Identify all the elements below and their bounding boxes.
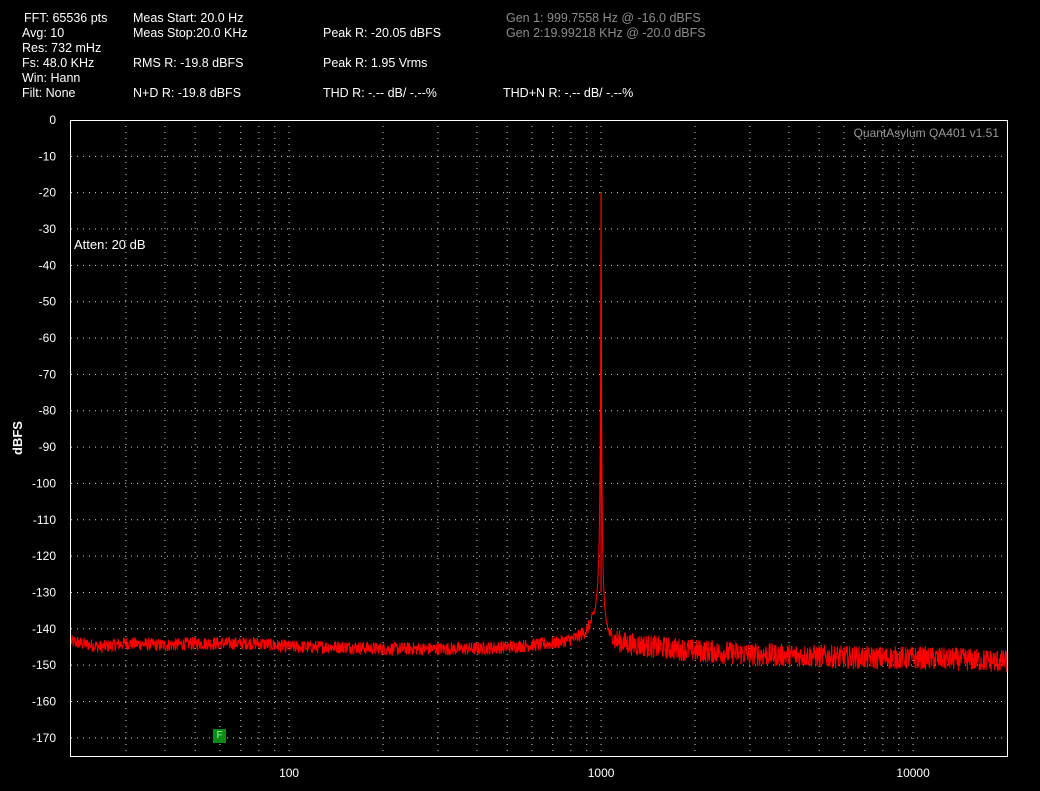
y-tick-label: -30 xyxy=(39,222,57,236)
filter-type: Filt: None xyxy=(22,86,76,100)
y-tick-label: -70 xyxy=(39,367,57,381)
y-tick-label: -130 xyxy=(32,585,56,599)
y-tick-label: -160 xyxy=(32,694,56,708)
tick-layer: 0 -10 -20 -30 -40 -50 -60 -70 -80 -90 -100 -110 -120… xyxy=(32,113,930,780)
grid-layer xyxy=(71,120,1007,756)
sample-rate: Fs: 48.0 KHz xyxy=(22,56,95,70)
y-tick-label: -170 xyxy=(32,731,56,745)
y-tick-label: -40 xyxy=(39,258,57,272)
x-tick-label: 10000 xyxy=(896,766,930,780)
generator-1: Gen 1: 999.7558 Hz @ -16.0 dBFS xyxy=(506,11,701,25)
y-axis-label: dBFS xyxy=(10,421,25,455)
thdn-readout: THD+N R: -.-- dB/ -.--% xyxy=(503,86,634,100)
spectrum-trace xyxy=(70,242,1008,673)
generator-2: Gen 2:19.99218 KHz @ -20.0 dBFS xyxy=(506,26,706,40)
y-tick-label: -150 xyxy=(32,658,56,672)
y-tick-label: -90 xyxy=(39,440,57,454)
y-tick-label: -20 xyxy=(39,186,57,200)
x-tick-label: 100 xyxy=(279,766,299,780)
y-tick-label: -60 xyxy=(39,331,57,345)
y-tick-label: 0 xyxy=(49,113,56,127)
x-tick-label: 1000 xyxy=(588,766,615,780)
marker-f[interactable]: F xyxy=(213,729,226,743)
y-tick-label: -110 xyxy=(33,513,56,527)
rms-readout: RMS R: -19.8 dBFS xyxy=(133,56,244,70)
y-tick-label: -10 xyxy=(39,149,57,163)
plot-frame xyxy=(70,120,1008,757)
y-tick-label: -100 xyxy=(32,476,56,490)
window-type: Win: Hann xyxy=(22,71,81,85)
y-tick-label: -50 xyxy=(39,295,57,309)
avg-count: Avg: 10 xyxy=(22,26,65,40)
y-tick-label: -120 xyxy=(32,549,56,563)
resolution: Res: 732 mHz xyxy=(22,41,102,55)
y-tick-label: -80 xyxy=(39,404,57,418)
thd-readout: THD R: -.-- dB/ -.--% xyxy=(323,86,437,100)
peak-dbfs-readout: Peak R: -20.05 dBFS xyxy=(323,26,442,40)
attenuation-label: Atten: 20 dB xyxy=(74,237,146,252)
fft-size: FFT: 65536 pts xyxy=(24,11,108,25)
peak-vrms-readout: Peak R: 1.95 Vrms xyxy=(323,56,428,70)
trace-layer xyxy=(70,192,1008,673)
meas-start: Meas Start: 20.0 Hz xyxy=(133,11,244,25)
y-tick-label: -140 xyxy=(32,622,56,636)
noise-distortion-readout: N+D R: -19.8 dBFS xyxy=(133,86,242,100)
watermark: QuantAsylum QA401 v1.51 xyxy=(854,126,1000,140)
meas-stop: Meas Stop:20.0 KHz xyxy=(133,26,248,40)
